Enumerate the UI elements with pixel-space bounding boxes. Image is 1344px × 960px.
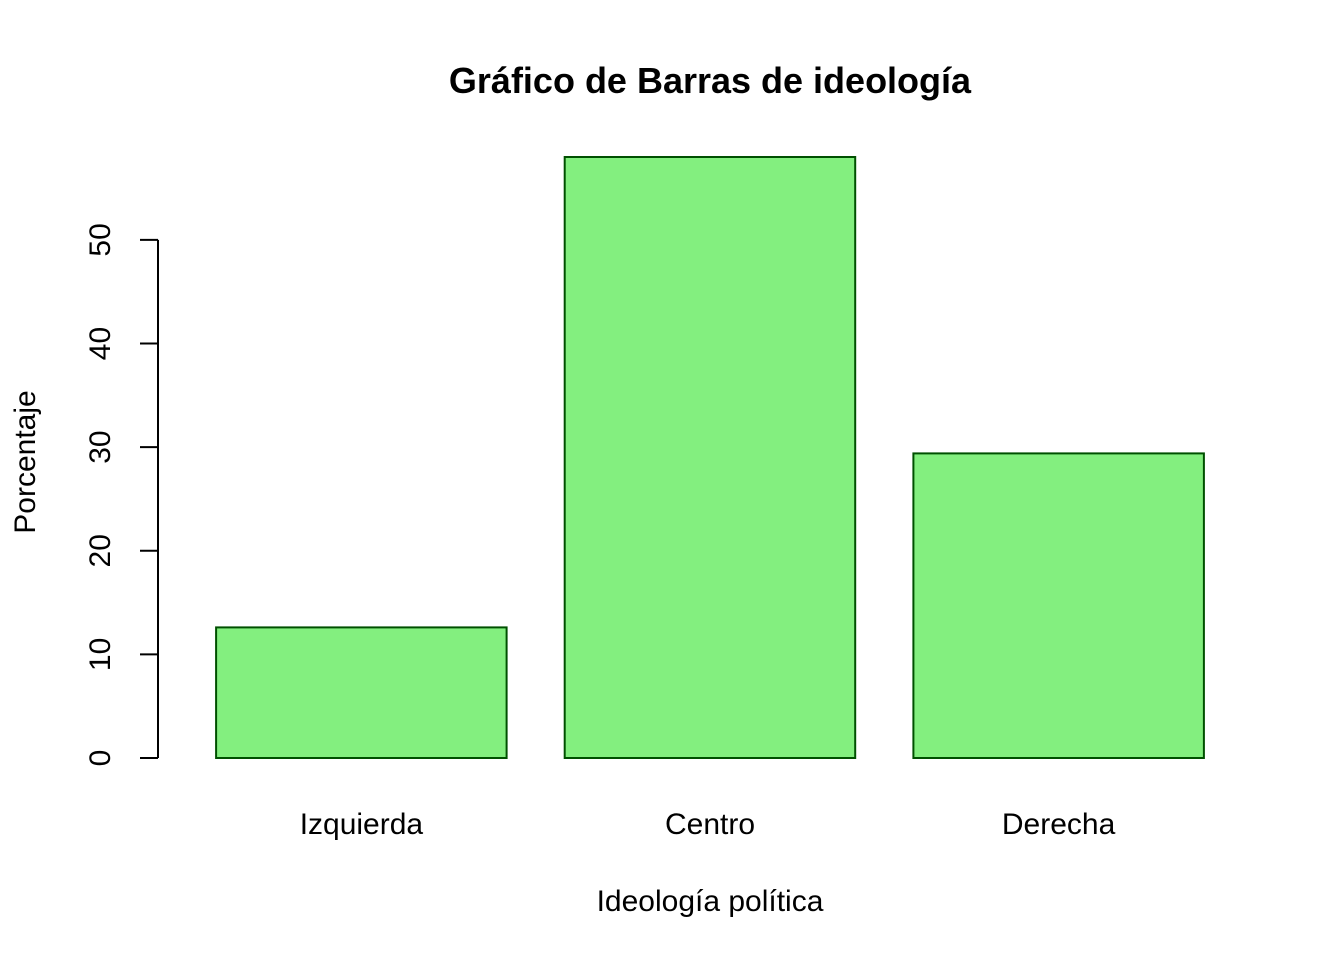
- chart-title: Gráfico de Barras de ideología: [449, 60, 972, 101]
- y-tick-label: 40: [84, 327, 117, 360]
- y-tick-label: 10: [84, 638, 117, 671]
- bars-group: [215, 156, 1205, 760]
- y-tick-label: 0: [84, 750, 117, 767]
- bar-izquierda: [215, 626, 508, 760]
- y-tick-label: 30: [84, 430, 117, 463]
- x-tick-labels: Izquierda Centro Derecha: [300, 808, 1116, 841]
- x-tick-label: Derecha: [1002, 808, 1116, 841]
- x-tick-label: Centro: [665, 808, 755, 841]
- y-tick-label: 20: [84, 534, 117, 567]
- bar-centro: [563, 156, 857, 759]
- y-tick-label: 50: [84, 223, 117, 256]
- x-axis-label: Ideología política: [597, 885, 824, 918]
- y-axis-label: Porcentaje: [9, 390, 42, 533]
- bar-derecha: [912, 452, 1205, 759]
- x-tick-label: Izquierda: [300, 808, 424, 841]
- y-axis: 0 10 20 30 40 50: [84, 223, 159, 767]
